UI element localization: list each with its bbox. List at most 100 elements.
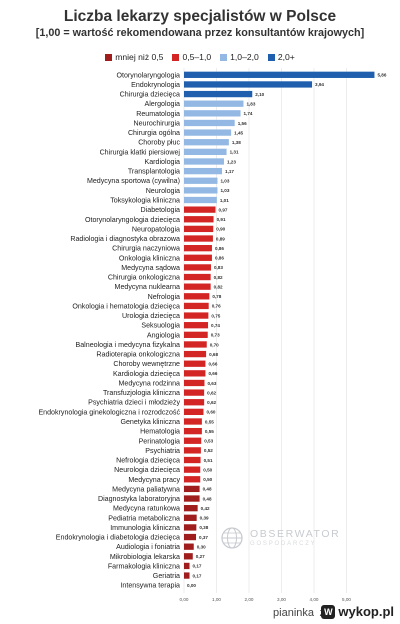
watermark: OBSERWATOR GOSPODARCZY <box>220 526 340 550</box>
bar <box>184 322 209 329</box>
category-label: Medycyna paliatywna <box>112 485 180 493</box>
category-label: Medycyna ratunkowa <box>113 505 180 513</box>
legend-swatch <box>172 53 180 61</box>
bar <box>184 408 204 416</box>
watermark-brand: OBSERWATOR <box>250 527 341 540</box>
value-label: 0,66 <box>208 371 217 376</box>
bar <box>184 447 201 454</box>
value-label: 0,89 <box>216 236 225 241</box>
category-label: Alergologia <box>145 100 181 108</box>
value-label: 1,31 <box>230 150 239 155</box>
category-label: Endokrynologia i diabetologia dziecięca <box>56 534 180 542</box>
bar <box>184 90 253 98</box>
value-label: 0,39 <box>200 516 209 521</box>
category-label: Choroby płuc <box>138 139 180 147</box>
bar <box>184 476 201 483</box>
value-label: 0,62 <box>207 390 216 395</box>
x-tick-label: 4,00 <box>310 597 319 602</box>
value-label: 0,60 <box>207 410 216 415</box>
category-label: Mikrobiologia lekarska <box>110 553 180 561</box>
category-label: Neuropatologia <box>132 225 180 233</box>
category-label: Hematologia <box>140 428 180 436</box>
bar <box>184 485 200 493</box>
category-label: Onkologia i hematologia dziecięca <box>72 302 180 310</box>
bar <box>184 360 206 367</box>
value-label: 0,50 <box>203 467 212 472</box>
bar <box>184 553 193 560</box>
category-label: Endokrynologia ginekologiczna i rozrodcz… <box>38 408 180 416</box>
category-label: Medycyna nuklearna <box>115 283 181 291</box>
category-label: Toksykologia kliniczna <box>110 197 180 205</box>
value-label: 5,86 <box>377 73 386 78</box>
value-label: 0,50 <box>203 477 212 482</box>
value-label: 0,55 <box>205 429 214 434</box>
category-label: Seksuologia <box>141 322 180 330</box>
category-label: Chirurgia klatki piersiowej <box>100 148 181 156</box>
category-label: Transfuzjologia kliniczna <box>103 389 180 397</box>
category-label: Nefrologia <box>148 293 180 301</box>
category-label: Transplantologia <box>128 168 180 176</box>
value-label: 1,03 <box>220 179 229 184</box>
value-label: 1,56 <box>238 121 247 126</box>
value-label: 0,70 <box>210 342 219 347</box>
value-label: 0,63 <box>207 381 216 386</box>
bar <box>184 206 216 213</box>
bar <box>184 148 227 156</box>
bar <box>184 379 205 387</box>
bar <box>184 543 194 550</box>
value-label: 0,82 <box>214 275 223 280</box>
value-label: 0,48 <box>203 487 212 492</box>
category-label: Medycyna sportowa (cywilna) <box>87 177 180 185</box>
category-label: Geriatria <box>153 572 180 580</box>
value-label: 0,48 <box>203 496 212 501</box>
category-label: Genetyka kliniczna <box>120 418 180 426</box>
value-label: 0,30 <box>197 544 206 549</box>
category-label: Neurologia <box>146 187 180 195</box>
x-tick-label: 3,00 <box>277 597 286 602</box>
bar <box>184 341 207 348</box>
bar <box>184 399 205 406</box>
site-logo[interactable]: W wykop.pl <box>321 604 394 619</box>
value-label: 0,74 <box>211 323 220 328</box>
category-label: Perinatologia <box>139 437 180 445</box>
category-label: Pediatria metaboliczna <box>108 514 180 522</box>
globe-icon <box>221 527 243 549</box>
category-label: Farmakologia kliniczna <box>108 562 180 570</box>
category-label: Chirurgia ogólna <box>128 129 180 137</box>
bar <box>184 572 190 579</box>
bar <box>184 524 197 531</box>
site-name: wykop.pl <box>338 604 394 619</box>
value-label: 0,37 <box>199 535 208 540</box>
bar <box>184 110 241 117</box>
footer: pianinka z W wykop.pl <box>0 604 400 624</box>
value-label: 0,55 <box>205 419 214 424</box>
value-label: 0,82 <box>214 284 223 289</box>
bar <box>184 562 190 570</box>
bar <box>184 235 213 242</box>
value-label: 1,38 <box>232 140 241 145</box>
value-label: 1,23 <box>227 159 236 164</box>
category-label: Medycyna pracy <box>128 476 180 484</box>
bar <box>184 81 313 88</box>
category-label: Nefrologia dziecięca <box>116 457 180 465</box>
bar <box>184 466 201 473</box>
category-label: Otorynolaryngologia dziecięca <box>85 216 180 224</box>
x-tick-label: 2,00 <box>245 597 254 602</box>
value-label: 0,38 <box>199 525 208 530</box>
bar <box>184 283 211 290</box>
author-link[interactable]: pianinka <box>273 607 314 619</box>
legend-label: 0,5–1,0 <box>182 52 212 62</box>
bar <box>184 418 202 425</box>
legend-label: 2,0+ <box>277 52 295 62</box>
category-label: Reumatologia <box>136 110 180 118</box>
category-label: Medycyna sądowa <box>121 264 180 272</box>
value-label: 0,75 <box>211 313 220 318</box>
category-label: Neurochirurgia <box>133 119 180 127</box>
value-label: 0,76 <box>212 304 221 309</box>
x-tick-label: 1,00 <box>212 597 221 602</box>
category-label: Radioterapia onkologiczna <box>96 351 180 359</box>
value-label: 0,83 <box>214 265 223 270</box>
legend-swatch <box>220 53 228 61</box>
category-label: Kardiologia dziecięca <box>113 370 180 378</box>
value-label: 0,17 <box>193 564 202 569</box>
